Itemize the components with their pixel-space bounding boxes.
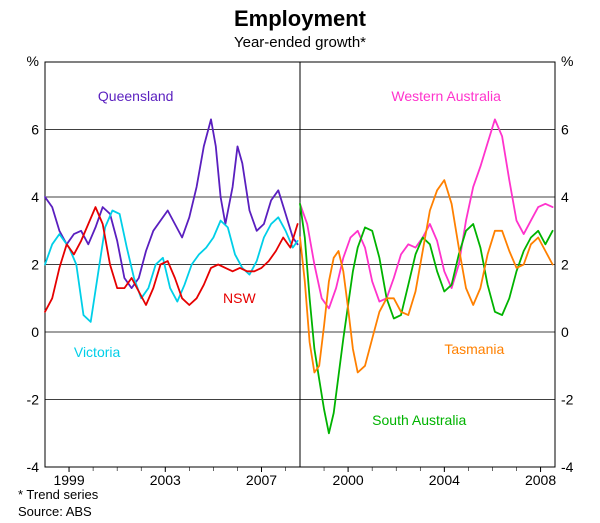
svg-text:2: 2 [31,257,39,273]
svg-text:%: % [27,53,39,69]
svg-text:-2: -2 [561,392,574,408]
svg-text:2007: 2007 [246,472,277,488]
svg-text:4: 4 [561,189,569,205]
chart-svg: -4 -4 -2 -2 0 0 2 2 4 4 6 6%% 1999 2003 2007 2000 2004 20… [0,0,600,523]
svg-text:2000: 2000 [333,472,364,488]
series-label-queensland: Queensland [98,88,174,104]
svg-text:2: 2 [561,257,569,273]
svg-text:-4: -4 [27,459,40,475]
chart-container: Employment Year-ended growth* -4-4-2-200… [0,0,600,523]
svg-text:0: 0 [31,324,39,340]
svg-text:2003: 2003 [150,472,181,488]
svg-text:1999: 1999 [53,472,84,488]
svg-text:6: 6 [561,122,569,138]
series-label-western_australia: Western Australia [391,88,500,104]
series-label-tasmania: Tasmania [444,341,504,357]
svg-text:0: 0 [561,324,569,340]
svg-text:6: 6 [31,122,39,138]
footnote-source: Source: ABS [18,504,92,519]
svg-text:-2: -2 [27,392,40,408]
svg-text:%: % [561,53,573,69]
svg-text:2008: 2008 [525,472,556,488]
svg-text:4: 4 [31,189,39,205]
series-label-nsw: NSW [223,290,256,306]
series-label-south_australia: South Australia [372,412,466,428]
svg-text:-4: -4 [561,459,574,475]
footnote-trend: * Trend series [18,487,98,502]
svg-text:2004: 2004 [429,472,460,488]
series-label-victoria: Victoria [74,344,120,360]
